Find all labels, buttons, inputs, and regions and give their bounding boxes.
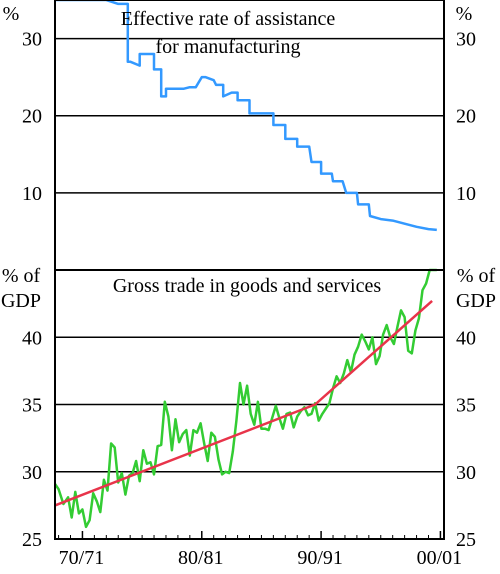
top-ytick-left-10: 10 — [22, 183, 42, 205]
bottom-ytick-right-40: 40 — [456, 327, 476, 349]
bottom-title: Gross trade in goods and services — [113, 275, 381, 297]
bottom-series-line-0 — [53, 268, 437, 529]
bottom-ytick-right-25: 25 — [456, 529, 476, 551]
bottom-series-line-1 — [54, 299, 433, 507]
x-tick-label-3: 00/01 — [417, 547, 463, 569]
top-ytick-right-30: 30 — [456, 29, 476, 51]
top-unit-right: % — [456, 3, 473, 25]
bottom-unit-left-line-1: % of — [2, 265, 41, 287]
bottom-ytick-left-25: 25 — [22, 529, 42, 551]
bottom-ytick-right-30: 30 — [456, 462, 476, 484]
bottom-ytick-left-35: 35 — [22, 395, 42, 417]
top-title-line-2: for manufacturing — [156, 36, 301, 58]
top-ytick-right-10: 10 — [456, 183, 476, 205]
top-ytick-left-30: 30 — [22, 29, 42, 51]
x-tick-label-0: 70/71 — [59, 547, 105, 569]
bottom-unit-left-line-2: GDP — [1, 290, 41, 312]
top-ytick-right-20: 20 — [456, 106, 476, 128]
bottom-ytick-right-35: 35 — [456, 395, 476, 417]
x-tick-label-1: 80/81 — [178, 547, 224, 569]
top-series-line-0 — [55, 0, 437, 232]
x-tick-label-2: 90/91 — [297, 547, 343, 569]
top-ytick-left-20: 20 — [22, 106, 42, 128]
bottom-ytick-left-30: 30 — [22, 462, 42, 484]
top-title-line-1: Effective rate of assistance — [121, 8, 336, 30]
bottom-unit-right-line-1: % of — [457, 265, 496, 287]
top-unit-left: % — [3, 3, 20, 25]
bottom-ytick-left-40: 40 — [22, 327, 42, 349]
top-panel: Effective rate of assistance for manufac… — [3, 0, 476, 232]
bottom-unit-right-line-2: GDP — [456, 290, 496, 312]
bottom-panel: Gross trade in goods and services % of G… — [1, 265, 496, 569]
